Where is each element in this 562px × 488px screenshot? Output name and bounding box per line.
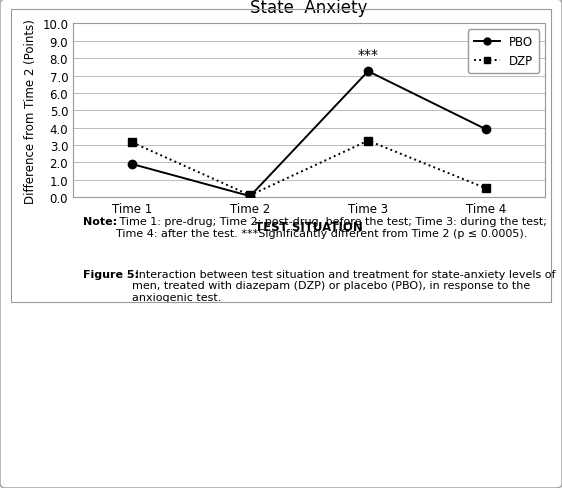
Text: Figure 5:: Figure 5:: [83, 269, 138, 279]
Line: PBO: PBO: [128, 68, 490, 201]
DZP: [247, 193, 253, 199]
DZP: [129, 140, 135, 146]
PBO: [365, 69, 371, 75]
Legend: PBO, DZP: PBO, DZP: [468, 30, 539, 74]
Text: Note:: Note:: [83, 217, 117, 226]
DZP: [365, 139, 371, 144]
Text: ***: ***: [357, 48, 379, 61]
Y-axis label: Difference from Time 2 (Points): Difference from Time 2 (Points): [24, 19, 37, 203]
Text: Time 1: pre-drug; Time 2: post-drug, before the test; Time 3: during the test; T: Time 1: pre-drug; Time 2: post-drug, bef…: [116, 217, 547, 238]
Title: State  Anxiety: State Anxiety: [251, 0, 368, 17]
Line: DZP: DZP: [128, 137, 490, 200]
Text: Interaction between test situation and treatment for state-anxiety levels of men: Interaction between test situation and t…: [132, 269, 556, 302]
DZP: [483, 186, 490, 192]
PBO: [247, 194, 253, 200]
PBO: [483, 127, 490, 133]
X-axis label: TEST SITUATION: TEST SITUATION: [255, 221, 363, 234]
PBO: [129, 162, 135, 167]
